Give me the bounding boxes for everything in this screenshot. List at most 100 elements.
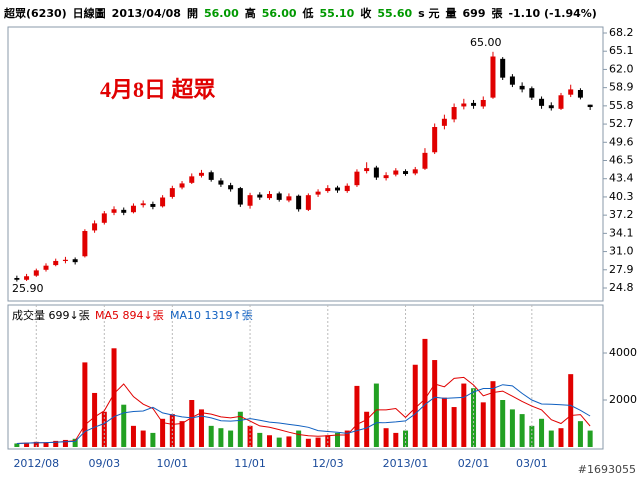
x-tick-label: 11/01 bbox=[234, 457, 266, 470]
candle-body bbox=[208, 172, 214, 180]
candle-body bbox=[24, 276, 30, 280]
candle-body bbox=[130, 205, 136, 213]
volume-bar bbox=[198, 409, 204, 447]
candle-body bbox=[500, 58, 506, 78]
header-item: 56.00 bbox=[204, 7, 239, 20]
y-tick-label: 40.3 bbox=[609, 190, 634, 203]
volume-bar bbox=[383, 428, 389, 447]
volume-bar bbox=[480, 402, 486, 447]
candle-body bbox=[490, 56, 496, 98]
candle-body bbox=[558, 95, 564, 109]
candle-body bbox=[393, 170, 399, 175]
legend-item: MA5 894↓張 bbox=[95, 309, 164, 322]
candle-body bbox=[587, 104, 593, 108]
volume-bar bbox=[276, 437, 282, 447]
volume-bar bbox=[451, 407, 457, 447]
candle-body bbox=[441, 118, 447, 126]
header-item: 開 bbox=[187, 7, 198, 20]
high-label: 65.00 bbox=[470, 36, 502, 49]
volume-bar bbox=[228, 430, 234, 447]
candle-body bbox=[373, 167, 379, 178]
candle-body bbox=[14, 278, 20, 280]
volume-bar bbox=[82, 362, 88, 447]
candle-body bbox=[325, 188, 331, 192]
candle-body bbox=[471, 102, 477, 106]
volume-bar bbox=[72, 438, 78, 447]
volume-bar bbox=[441, 397, 447, 447]
volume-frame bbox=[7, 304, 604, 450]
volume-bar bbox=[160, 418, 166, 447]
candle-body bbox=[335, 187, 341, 191]
candle-body bbox=[140, 203, 146, 206]
volume-bar bbox=[422, 338, 428, 447]
candle-body bbox=[257, 194, 263, 198]
volume-bar bbox=[130, 425, 136, 447]
x-tick-label: 03/01 bbox=[516, 457, 548, 470]
candle-body bbox=[354, 171, 360, 186]
candle-body bbox=[364, 168, 370, 172]
candle-body bbox=[412, 169, 418, 174]
volume-bar bbox=[305, 438, 311, 447]
volume-bar bbox=[218, 428, 224, 447]
volume-bar bbox=[189, 400, 195, 447]
watermark: #1693055 bbox=[578, 463, 636, 476]
header-item: 超眾(6230) bbox=[3, 6, 67, 20]
volume-bar bbox=[519, 414, 525, 447]
candle-body bbox=[72, 259, 78, 263]
volume-bar bbox=[140, 430, 146, 447]
candle-body bbox=[82, 231, 88, 257]
volume-bar bbox=[587, 430, 593, 447]
y-tick-label: 46.5 bbox=[609, 154, 634, 167]
volume-bar bbox=[257, 432, 263, 447]
x-tick-label: 10/01 bbox=[156, 457, 188, 470]
header-item: 收 bbox=[360, 6, 371, 20]
x-tick-label: 09/03 bbox=[88, 457, 120, 470]
price-frame bbox=[7, 26, 604, 302]
volume-bar bbox=[24, 442, 30, 447]
candle-body bbox=[451, 107, 457, 120]
y-tick-label: 62.0 bbox=[609, 62, 634, 75]
volume-bar bbox=[315, 437, 321, 447]
candle-body bbox=[266, 193, 272, 199]
candle-body bbox=[111, 209, 117, 213]
candle-body bbox=[237, 188, 243, 205]
candle-body bbox=[315, 191, 321, 195]
x-tick-label: 12/03 bbox=[312, 457, 344, 470]
volume-bar bbox=[208, 425, 214, 447]
ma-line bbox=[16, 376, 591, 444]
volume-bar bbox=[43, 442, 49, 447]
candle-body bbox=[276, 193, 282, 200]
y-tick-label: 49.6 bbox=[609, 135, 634, 148]
candle-body bbox=[286, 196, 292, 201]
legend-item: MA10 1319↑張 bbox=[170, 309, 253, 322]
x-tick-label: 2013/01 bbox=[383, 457, 429, 470]
volume-bar bbox=[412, 364, 418, 447]
header-item: -1.10 (-1.94%) bbox=[508, 7, 596, 20]
volume-bar bbox=[529, 425, 535, 447]
candle-body bbox=[228, 185, 234, 190]
volume-bar bbox=[461, 383, 467, 447]
candle-body bbox=[247, 195, 253, 206]
candle-body bbox=[218, 180, 224, 185]
volume-bar bbox=[62, 439, 68, 447]
header-item: 低 bbox=[302, 6, 314, 20]
header-item: 高 bbox=[245, 6, 256, 20]
header-item: 量 bbox=[446, 7, 457, 20]
candle-body bbox=[509, 76, 515, 85]
volume-bar bbox=[568, 374, 574, 447]
candle-body bbox=[179, 183, 185, 188]
y-tick-label: 37.2 bbox=[609, 208, 634, 221]
volume-bar bbox=[111, 348, 117, 447]
volume-bar bbox=[509, 409, 515, 447]
header-item: 日線圖 bbox=[73, 6, 106, 20]
volume-bar bbox=[121, 404, 127, 447]
candle-body bbox=[296, 195, 302, 210]
candle-body bbox=[461, 103, 467, 107]
volume-bar bbox=[247, 425, 253, 447]
volume-bar bbox=[364, 411, 370, 447]
candle-body bbox=[577, 89, 583, 98]
y-tick-label: 27.9 bbox=[609, 263, 634, 276]
y-tick-label: 58.9 bbox=[609, 81, 634, 94]
y-tick-label: 43.4 bbox=[609, 172, 634, 185]
